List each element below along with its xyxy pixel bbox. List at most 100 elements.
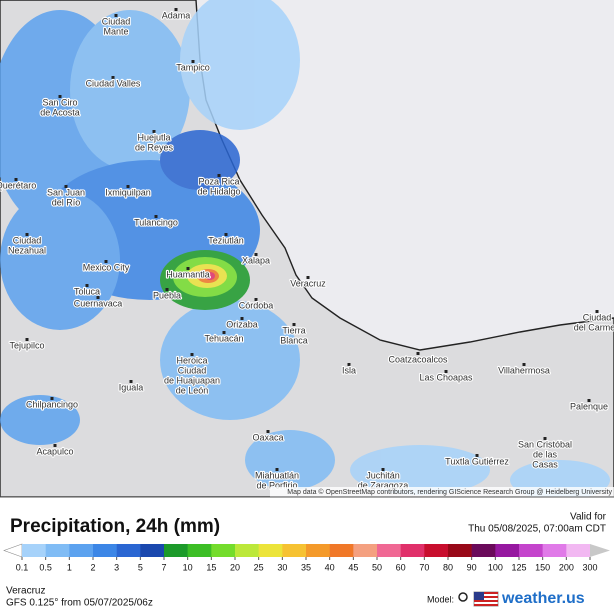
city-label: Acapulco xyxy=(36,446,73,456)
colorbar-tick-label: 50 xyxy=(372,562,382,572)
city-label: Mexico City xyxy=(83,262,130,272)
colorbar-bin xyxy=(471,544,496,557)
colorbar-bin xyxy=(566,544,591,557)
city-dot xyxy=(254,298,258,301)
city-dot xyxy=(222,331,226,334)
city-label: Ciudad Valles xyxy=(86,78,141,88)
city-dot xyxy=(154,215,158,218)
city-dot xyxy=(165,288,169,291)
city-label: Juchitán xyxy=(366,470,400,480)
city-dot xyxy=(522,363,526,366)
city-dot xyxy=(53,444,57,447)
city-dot xyxy=(306,276,310,279)
city-dot xyxy=(174,8,178,11)
colorbar-bin xyxy=(353,544,378,557)
colorbar-tick-label: 150 xyxy=(535,562,550,572)
brand[interactable]: weather.us xyxy=(501,590,585,607)
city-label: Teziutlán xyxy=(208,235,244,245)
colorbar-tick-label: 2 xyxy=(90,562,95,572)
city-dot xyxy=(191,60,195,63)
city-label: Córdoba xyxy=(239,300,274,310)
city-label: Coatzacoalcos xyxy=(388,354,448,364)
colorbar-bin xyxy=(22,544,46,557)
colorbar-tick-label: 15 xyxy=(206,562,216,572)
precip-area xyxy=(180,0,300,130)
city-label: Heroica xyxy=(176,355,207,365)
city-dot xyxy=(104,260,108,263)
attribution: Map data © OpenStreetMap contributors, r… xyxy=(287,488,612,496)
city-label: Tehuacán xyxy=(204,333,243,343)
colorbar-tick-label: 125 xyxy=(511,562,526,572)
city-label: Huamantla xyxy=(166,269,210,279)
city-dot xyxy=(266,430,270,433)
city-label: Mante xyxy=(103,26,128,36)
city-label: Veracruz xyxy=(290,278,326,288)
city-label: Nezahual xyxy=(8,245,46,255)
legend-title: Precipitation, 24h (mm) xyxy=(10,516,220,537)
model-label: Model: xyxy=(427,594,454,604)
valid-label: Valid for xyxy=(570,512,607,523)
city-label: Tampico xyxy=(176,62,210,72)
search-icon[interactable] xyxy=(458,592,468,602)
colorbar-bin xyxy=(140,544,165,557)
city-label: Las Choapas xyxy=(419,372,473,382)
colorbar-bin xyxy=(211,544,236,557)
colorbar-bin xyxy=(306,544,330,557)
precip-area xyxy=(70,10,190,170)
city-dot xyxy=(543,437,547,440)
colorbar-tick-label: 90 xyxy=(467,562,477,572)
city-label: Ciudad xyxy=(583,312,612,322)
colorbar-tick-label: 20 xyxy=(230,562,240,572)
precip-area xyxy=(245,430,335,490)
city-label: de León xyxy=(176,385,209,395)
colorbar-high xyxy=(590,544,610,557)
city-dot xyxy=(25,338,29,341)
colorbar-tick-label: 40 xyxy=(325,562,335,572)
city-label: Ciudad xyxy=(178,365,207,375)
city-dot xyxy=(96,296,100,299)
colorbar-bin xyxy=(45,544,70,557)
city-dot xyxy=(114,14,118,17)
colorbar: 0.1 0.5 1 2 3 5 7 10 15 20 25 30 35 40 45 50 60 70 80 90 100… xyxy=(3,543,610,572)
colorbar-tick-label: 70 xyxy=(419,562,429,572)
city-label: Adama xyxy=(162,10,191,20)
colorbar-bin xyxy=(187,544,212,557)
precip-area xyxy=(350,445,490,495)
colorbar-bin xyxy=(116,544,141,557)
model-run: GFS 0.125° from 05/07/2025/06z xyxy=(6,598,153,609)
city-label: de Acosta xyxy=(40,107,80,117)
colorbar-tick-label: 300 xyxy=(582,562,597,572)
precip-area xyxy=(160,300,300,420)
precip-area xyxy=(0,395,80,445)
colorbar-tick-label: 80 xyxy=(443,562,453,572)
city-dot xyxy=(444,370,448,373)
colorbar-tick-label: 7 xyxy=(161,562,166,572)
city-dot xyxy=(186,267,190,270)
city-dot xyxy=(25,233,29,236)
colorbar-bin xyxy=(377,544,401,557)
colorbar-bin xyxy=(519,544,543,557)
flag xyxy=(473,591,499,607)
city-dot xyxy=(111,76,115,79)
city-label: Toluca xyxy=(74,286,100,296)
city-label: Tierra xyxy=(282,325,305,335)
city-label: Miahuatlán xyxy=(255,470,299,480)
city-dot xyxy=(475,454,479,457)
city-dot xyxy=(254,253,258,256)
city-label: Oaxaca xyxy=(252,432,283,442)
city-dot xyxy=(129,380,133,383)
colorbar-bin xyxy=(282,544,307,557)
colorbar-tick-label: 60 xyxy=(396,562,406,572)
city-label: del Río xyxy=(52,197,81,207)
colorbar-tick-label: 35 xyxy=(301,562,311,572)
city-dot xyxy=(14,178,18,181)
colorbar-tick-label: 0.5 xyxy=(39,562,52,572)
city-label: de Hidalgo xyxy=(197,186,240,196)
city-dot xyxy=(50,397,54,400)
city-label: Palenque xyxy=(570,401,608,411)
city-dot xyxy=(595,310,599,313)
colorbar-tick-label: 3 xyxy=(114,562,119,572)
city-label: Ixmiquilpan xyxy=(105,187,151,197)
